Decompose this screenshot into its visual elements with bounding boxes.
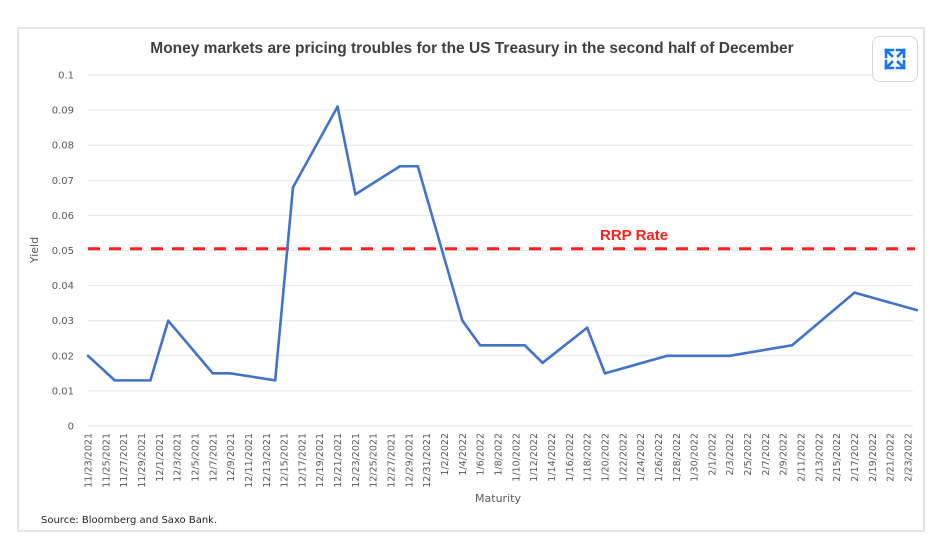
x-tick-label: 12/13/2021 xyxy=(262,433,273,488)
x-tick-label: 1/10/2022 xyxy=(511,433,522,482)
chart-frame xyxy=(17,27,925,532)
data-point xyxy=(291,186,295,189)
data-point xyxy=(915,308,919,312)
x-tick-label: 1/2/2022 xyxy=(440,433,451,476)
y-tick-label: 0.01 xyxy=(52,386,74,397)
x-tick-label: 2/11/2022 xyxy=(797,433,808,482)
x-tick-label: 11/23/2021 xyxy=(84,433,95,488)
x-tick-label: 12/25/2021 xyxy=(369,433,380,488)
yield-series-points xyxy=(86,105,919,382)
y-tick-label: 0.07 xyxy=(52,176,74,187)
x-tick-label: 11/29/2021 xyxy=(137,433,148,488)
x-tick-label: 12/1/2021 xyxy=(155,433,166,482)
x-tick-label: 2/13/2022 xyxy=(814,433,825,482)
data-point xyxy=(541,361,544,365)
x-tick-label: 1/22/2022 xyxy=(618,433,629,482)
x-tick-label: 12/11/2021 xyxy=(244,433,255,488)
x-tick-label: 12/27/2021 xyxy=(387,433,398,488)
x-tick-label: 2/23/2022 xyxy=(904,433,915,482)
x-tick-label: 2/21/2022 xyxy=(886,433,897,482)
x-tick-label: 12/3/2021 xyxy=(173,433,184,482)
data-point xyxy=(728,354,732,358)
x-tick-label: 1/26/2022 xyxy=(654,433,665,482)
y-tick-label: 0.06 xyxy=(52,211,74,222)
data-point xyxy=(229,372,232,375)
data-point xyxy=(416,164,420,168)
x-tick-label: 2/3/2022 xyxy=(725,433,736,476)
data-point xyxy=(166,319,170,323)
x-tick-label: 12/9/2021 xyxy=(226,433,237,482)
data-point xyxy=(603,372,607,375)
data-point xyxy=(523,343,527,347)
y-tick-label: 0.04 xyxy=(52,281,74,292)
y-tick-label: 0.03 xyxy=(52,316,74,327)
x-tick-label: 12/15/2021 xyxy=(280,433,291,488)
y-tick-label: 0 xyxy=(68,422,74,433)
x-tick-label: 2/7/2022 xyxy=(761,433,772,476)
x-tick-label: 1/12/2022 xyxy=(529,433,540,482)
data-point xyxy=(336,105,339,108)
x-tick-label: 12/29/2021 xyxy=(404,433,415,488)
y-tick-label: 0.02 xyxy=(52,351,74,362)
data-point xyxy=(478,343,482,347)
x-tick-label: 2/19/2022 xyxy=(868,433,879,482)
y-axis-label: Yield xyxy=(28,237,41,264)
data-point xyxy=(853,291,856,294)
y-tick-label: 0.1 xyxy=(58,71,74,82)
expand-arrows-icon xyxy=(884,48,906,70)
x-tick-label: 1/24/2022 xyxy=(636,433,647,482)
data-point xyxy=(149,379,152,382)
data-point xyxy=(113,379,117,382)
x-tick-label: 11/27/2021 xyxy=(119,433,130,488)
data-point xyxy=(790,343,794,347)
y-tick-label: 0.05 xyxy=(52,246,74,257)
x-tick-label: 1/28/2022 xyxy=(672,433,683,482)
x-tick-label: 2/9/2022 xyxy=(779,433,790,476)
data-point xyxy=(211,372,215,375)
y-axis-ticks: 0 0.01 0.02 0.03 0.04 0.05 0.06 0.07 0.08 0.09 0.1 xyxy=(52,71,74,433)
x-tick-label: 1/14/2022 xyxy=(547,433,558,482)
x-tick-label: 12/19/2021 xyxy=(315,433,326,488)
x-tick-label: 12/31/2021 xyxy=(422,433,433,488)
y-tick-label: 0.09 xyxy=(52,106,74,117)
x-tick-label: 1/6/2022 xyxy=(476,433,487,476)
x-tick-label: 2/1/2022 xyxy=(707,433,718,476)
x-tick-label: 12/5/2021 xyxy=(190,433,201,482)
data-point xyxy=(398,164,402,168)
rrp-rate-label: RRP Rate xyxy=(600,227,668,244)
x-tick-label: 11/25/2021 xyxy=(101,433,112,488)
expand-button[interactable] xyxy=(872,36,918,82)
chart-title: Money markets are pricing troubles for t… xyxy=(150,40,793,57)
yield-series-line xyxy=(87,105,918,382)
data-point xyxy=(273,379,277,382)
x-axis-label: Maturity xyxy=(475,492,521,505)
data-point xyxy=(354,193,357,196)
x-tick-label: 2/15/2022 xyxy=(832,433,843,482)
x-tick-label: 12/21/2021 xyxy=(333,433,344,488)
x-tick-label: 1/20/2022 xyxy=(600,433,611,482)
x-axis-ticks: 11/23/2021 11/25/2021 11/27/2021 11/29/2021… xyxy=(84,433,915,488)
x-tick-label: 2/5/2022 xyxy=(743,433,754,476)
data-point xyxy=(585,326,589,330)
x-tick-label: 12/17/2021 xyxy=(297,433,308,488)
y-tick-label: 0.08 xyxy=(52,141,74,152)
gridlines xyxy=(88,74,913,427)
x-tick-label: 12/7/2021 xyxy=(208,433,219,482)
x-tick-label: 12/23/2021 xyxy=(351,433,362,488)
x-tick-label: 1/30/2022 xyxy=(690,433,701,482)
data-point xyxy=(86,354,90,358)
data-point xyxy=(666,354,669,358)
x-tick-label: 1/16/2022 xyxy=(565,433,576,482)
x-tick-label: 1/8/2022 xyxy=(494,433,505,476)
x-tick-label: 2/17/2022 xyxy=(850,433,861,482)
x-tick-label: 1/4/2022 xyxy=(458,433,469,476)
x-tick-label: 1/18/2022 xyxy=(583,433,594,482)
data-point xyxy=(461,319,464,323)
source-note: Source: Bloomberg and Saxo Bank. xyxy=(41,515,217,526)
